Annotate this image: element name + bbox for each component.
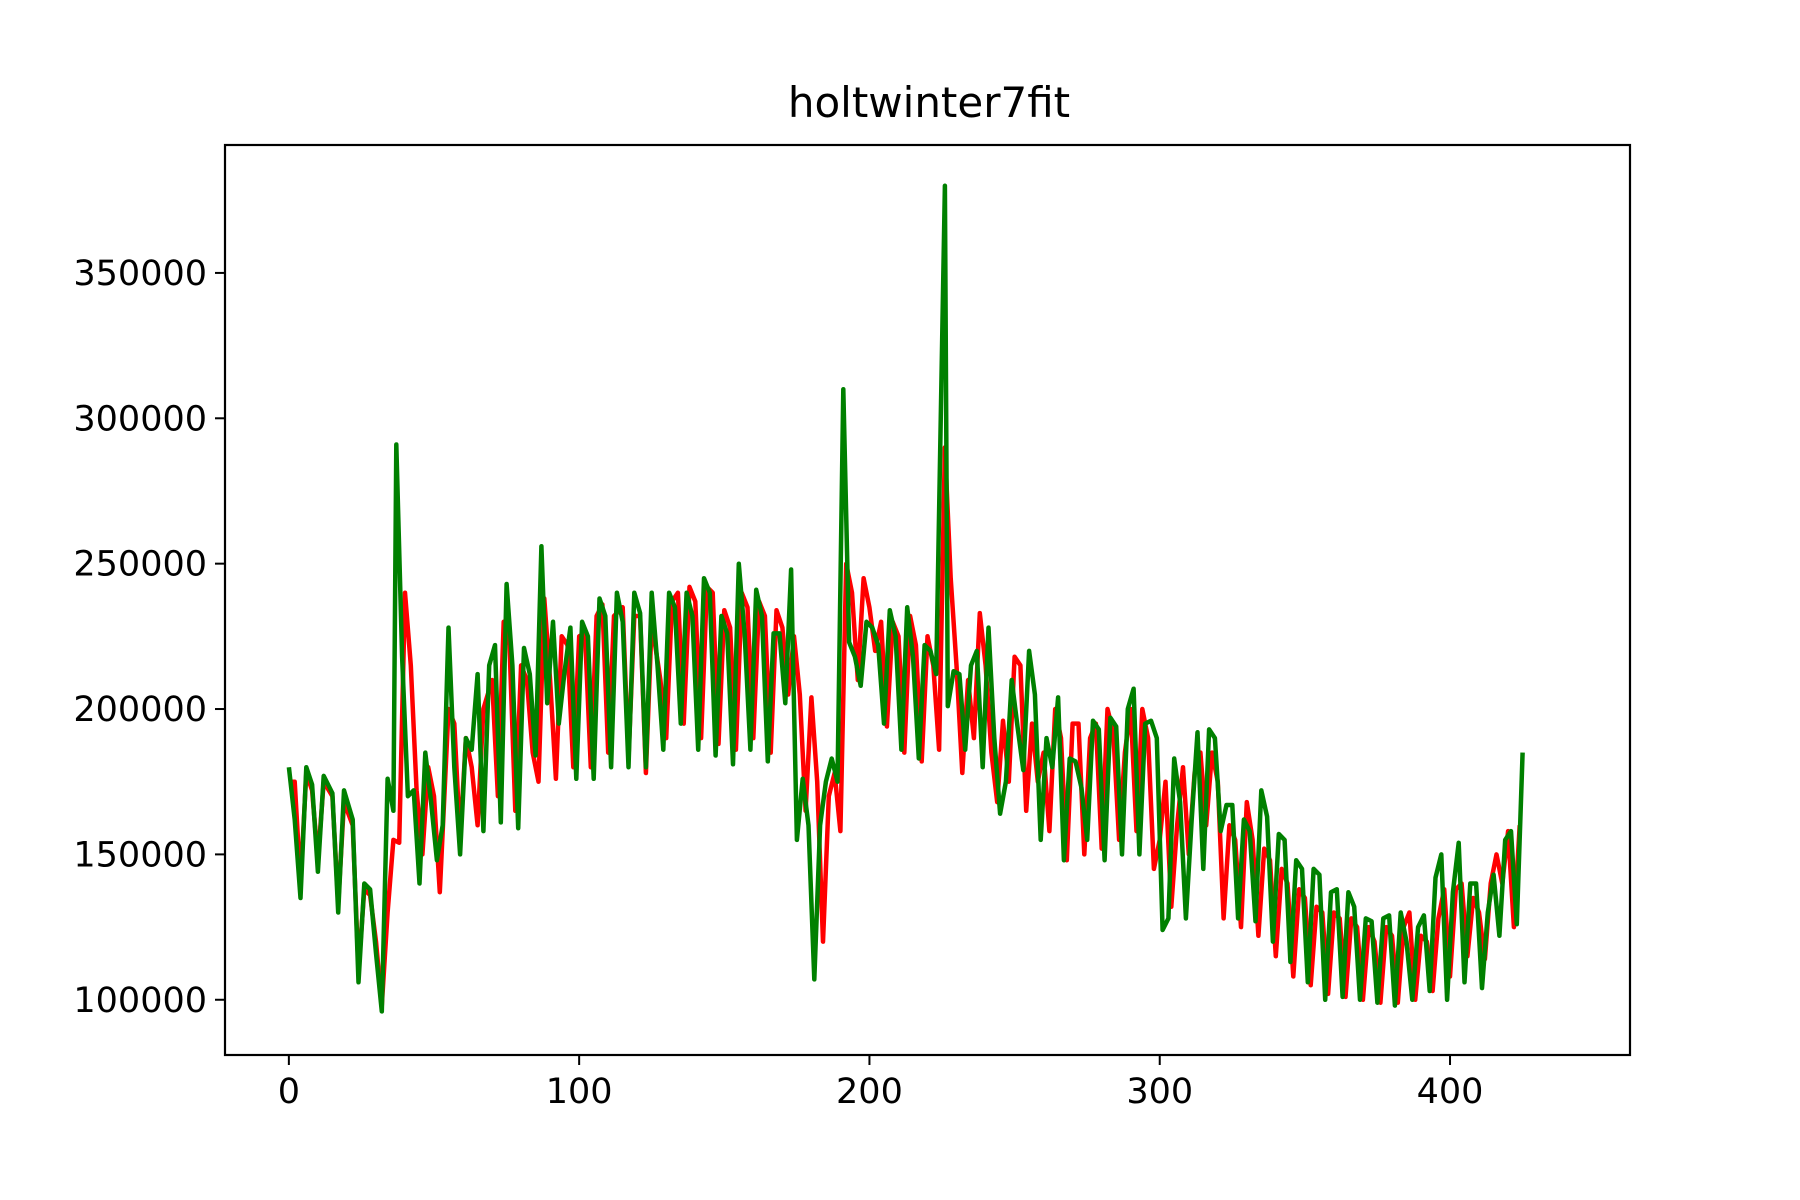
x-tick-label: 100: [546, 1072, 613, 1112]
series-line-2: [286, 183, 1525, 1014]
y-axis: 100000 150000 200000 250000 300000 350000: [73, 254, 225, 1021]
y-tick-label: 100000: [73, 981, 207, 1021]
chart-title: holtwinter7fit: [788, 78, 1070, 127]
plot-frame: [223, 143, 1632, 1057]
y-tick-label: 250000: [73, 545, 207, 585]
y-tick-label: 150000: [73, 835, 207, 875]
x-tick-label: 300: [1126, 1072, 1193, 1112]
y-tick-label: 350000: [73, 254, 207, 294]
x-tick-label: 400: [1417, 1072, 1484, 1112]
x-tick-label: 200: [836, 1072, 903, 1112]
x-axis: 0 100 200 300 400: [278, 1055, 1484, 1112]
y-tick-label: 200000: [73, 690, 207, 730]
series-layer: [286, 183, 1525, 1014]
x-tick-label: 0: [278, 1072, 300, 1112]
y-tick-label: 300000: [73, 399, 207, 439]
